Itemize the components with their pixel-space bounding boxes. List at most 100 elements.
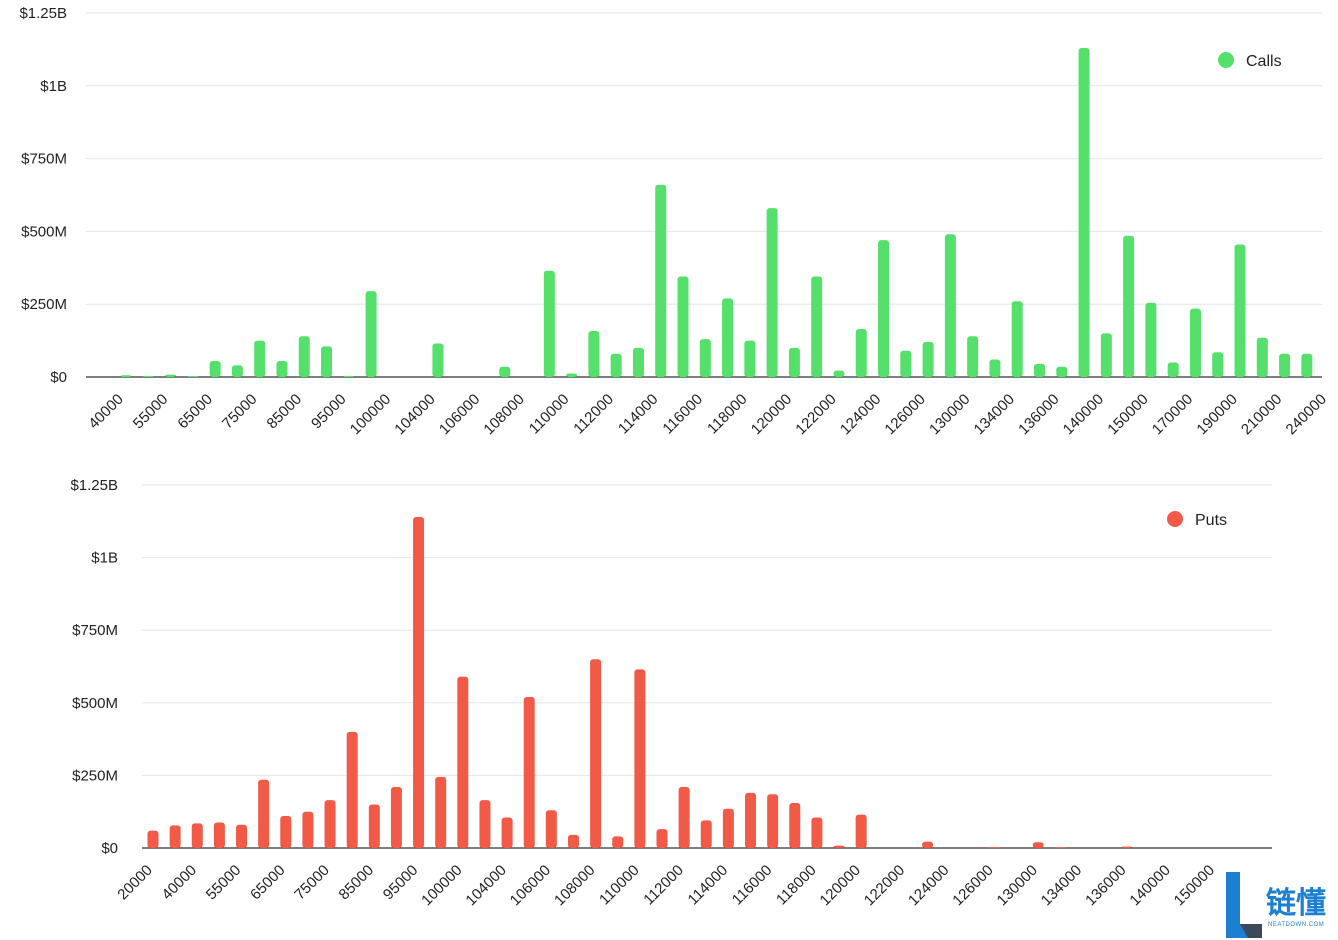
calls-bar[interactable]: [900, 350, 912, 377]
calls-bar[interactable]: [298, 336, 310, 377]
puts-bar[interactable]: [236, 824, 248, 848]
puts-bar[interactable]: [922, 841, 934, 848]
puts-bar[interactable]: [523, 696, 535, 848]
calls-x-tick-label: 140000: [1060, 391, 1107, 438]
calls-legend-dot: [1218, 52, 1234, 68]
calls-bar[interactable]: [254, 340, 266, 377]
calls-legend-label: Calls: [1246, 53, 1282, 70]
calls-bar[interactable]: [142, 375, 154, 377]
calls-bar[interactable]: [699, 339, 711, 377]
calls-x-tick-label: 130000: [926, 391, 973, 438]
calls-bar[interactable]: [855, 328, 867, 377]
watermark-subtext: NEATDOWN.COM: [1268, 922, 1324, 928]
puts-x-tick-label: 65000: [247, 862, 289, 904]
puts-bar[interactable]: [368, 804, 380, 848]
calls-bar[interactable]: [967, 336, 979, 377]
calls-bar[interactable]: [878, 240, 890, 377]
puts-bar[interactable]: [656, 829, 668, 848]
puts-bar[interactable]: [435, 776, 447, 848]
puts-bar[interactable]: [1121, 846, 1133, 848]
puts-bar[interactable]: [545, 810, 557, 848]
calls-bar[interactable]: [677, 276, 689, 377]
puts-bar[interactable]: [634, 669, 646, 848]
puts-bar[interactable]: [567, 834, 579, 848]
puts-legend-label: Puts: [1195, 512, 1227, 529]
puts-bar[interactable]: [745, 792, 757, 848]
puts-bar[interactable]: [258, 779, 270, 848]
calls-bar[interactable]: [1056, 366, 1068, 377]
puts-bar[interactable]: [213, 822, 225, 848]
puts-bar[interactable]: [988, 847, 1000, 848]
puts-bar[interactable]: [169, 825, 181, 848]
calls-bar[interactable]: [499, 366, 511, 377]
calls-bar[interactable]: [343, 375, 355, 377]
calls-bar[interactable]: [1078, 47, 1090, 377]
puts-bar[interactable]: [722, 808, 734, 848]
puts-bar[interactable]: [678, 787, 690, 848]
calls-bar[interactable]: [1234, 244, 1246, 377]
calls-bar[interactable]: [989, 359, 1001, 377]
calls-bar[interactable]: [1167, 362, 1179, 377]
puts-bar[interactable]: [147, 830, 159, 848]
calls-bar[interactable]: [1256, 337, 1268, 377]
calls-bar[interactable]: [610, 353, 622, 377]
puts-bar[interactable]: [1054, 847, 1066, 848]
calls-bar[interactable]: [1301, 353, 1313, 377]
puts-x-tick-label: 95000: [380, 862, 422, 904]
calls-bar[interactable]: [1145, 302, 1157, 377]
puts-bar[interactable]: [811, 817, 823, 848]
calls-bar[interactable]: [588, 330, 600, 377]
calls-bar[interactable]: [321, 346, 333, 377]
watermark-l-shadow: [1240, 924, 1262, 938]
calls-bar[interactable]: [1189, 308, 1201, 377]
puts-bar[interactable]: [833, 845, 845, 848]
puts-bar[interactable]: [302, 811, 314, 848]
calls-bar[interactable]: [1033, 363, 1045, 377]
puts-legend[interactable]: Puts: [1167, 511, 1227, 529]
puts-bar[interactable]: [767, 794, 779, 848]
calls-bar[interactable]: [944, 234, 956, 377]
calls-bar[interactable]: [788, 347, 800, 377]
calls-bar[interactable]: [766, 208, 778, 377]
puts-bar[interactable]: [413, 516, 425, 848]
puts-y-tick-label: $0: [101, 840, 118, 857]
calls-bar[interactable]: [276, 360, 288, 377]
calls-bar[interactable]: [655, 184, 667, 377]
puts-bar[interactable]: [501, 817, 513, 848]
puts-bar[interactable]: [479, 800, 491, 848]
puts-bar[interactable]: [390, 787, 402, 848]
puts-bar[interactable]: [612, 836, 624, 848]
calls-bar[interactable]: [187, 376, 199, 377]
calls-bar[interactable]: [722, 298, 734, 377]
calls-bar[interactable]: [209, 360, 221, 377]
calls-bar[interactable]: [632, 347, 644, 377]
calls-bar[interactable]: [231, 365, 243, 377]
puts-bar[interactable]: [457, 676, 469, 848]
puts-bar[interactable]: [346, 731, 358, 848]
puts-bar[interactable]: [1032, 842, 1044, 848]
calls-legend[interactable]: Calls: [1218, 52, 1282, 70]
calls-bar[interactable]: [922, 342, 934, 377]
puts-bar[interactable]: [789, 802, 801, 848]
calls-bar[interactable]: [1123, 235, 1135, 377]
puts-bar[interactable]: [191, 823, 203, 848]
calls-bar[interactable]: [432, 343, 444, 377]
calls-bar[interactable]: [543, 270, 555, 377]
calls-bar[interactable]: [365, 291, 377, 377]
calls-bar[interactable]: [120, 375, 132, 377]
puts-bar[interactable]: [855, 814, 867, 848]
puts-bar[interactable]: [700, 820, 712, 848]
calls-bar[interactable]: [1212, 352, 1224, 377]
puts-bar[interactable]: [280, 816, 292, 848]
calls-bar[interactable]: [1279, 353, 1291, 377]
calls-bar[interactable]: [165, 374, 177, 377]
calls-bar[interactable]: [811, 276, 823, 377]
calls-bar[interactable]: [1100, 333, 1112, 377]
calls-bar[interactable]: [1011, 301, 1023, 377]
calls-bar[interactable]: [833, 370, 845, 377]
calls-bar[interactable]: [566, 373, 578, 377]
puts-bar[interactable]: [590, 659, 602, 848]
puts-x-tick-label: 124000: [905, 862, 952, 909]
calls-bar[interactable]: [744, 340, 756, 377]
puts-bar[interactable]: [324, 800, 336, 848]
